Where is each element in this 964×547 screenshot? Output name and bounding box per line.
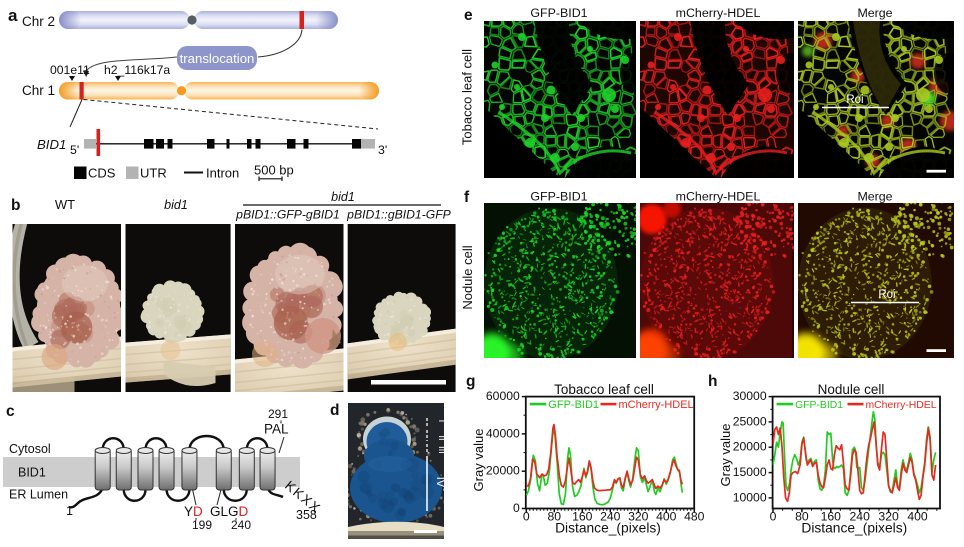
svg-text:UTR: UTR	[140, 166, 167, 181]
svg-text:25000: 25000	[733, 414, 767, 428]
svg-text:Cytosol: Cytosol	[9, 442, 51, 456]
svg-text:358: 358	[296, 508, 317, 522]
svg-text:GFP-BID1: GFP-BID1	[795, 400, 843, 411]
svg-text:20000: 20000	[486, 464, 520, 478]
svg-text:0: 0	[523, 510, 530, 524]
svg-text:d: d	[330, 402, 339, 419]
svg-text:GFP-BID1: GFP-BID1	[548, 399, 599, 411]
svg-text:Gray value: Gray value	[718, 424, 733, 487]
svg-text:mCherry-HDEL: mCherry-HDEL	[866, 400, 937, 411]
svg-text:mCherry-HDEL: mCherry-HDEL	[676, 6, 761, 20]
svg-text:10000: 10000	[733, 490, 767, 504]
svg-text:BID1: BID1	[18, 466, 46, 480]
svg-text:e: e	[464, 7, 473, 24]
svg-text:Tobacco leaf cell: Tobacco leaf cell	[554, 382, 654, 397]
svg-text:Distance_(pixels): Distance_(pixels)	[801, 521, 907, 536]
svg-text:Nodule cell: Nodule cell	[460, 245, 475, 309]
svg-text:480: 480	[684, 510, 705, 524]
svg-text:Distance_(pixels): Distance_(pixels)	[555, 521, 661, 536]
svg-text:mCherry-HDEL: mCherry-HDEL	[676, 190, 761, 204]
svg-text:Tobacco leaf cell: Tobacco leaf cell	[460, 49, 475, 145]
svg-text:GLGD: GLGD	[210, 504, 249, 519]
svg-text:g: g	[466, 373, 475, 390]
svg-text:400: 400	[656, 510, 677, 524]
svg-text:Chr 1: Chr 1	[22, 83, 55, 98]
svg-text:1: 1	[66, 504, 73, 518]
svg-text:Gray value: Gray value	[471, 429, 486, 492]
svg-text:291: 291	[268, 407, 288, 421]
svg-text:320: 320	[628, 510, 649, 524]
svg-text:240: 240	[231, 518, 251, 532]
svg-text:240: 240	[600, 510, 621, 524]
svg-text:0: 0	[513, 501, 520, 515]
svg-text:Nodule cell: Nodule cell	[818, 382, 885, 397]
svg-text:80: 80	[548, 510, 562, 524]
svg-text:bid1: bid1	[164, 198, 188, 212]
svg-text:Chr 2: Chr 2	[22, 14, 55, 29]
svg-text:translocation: translocation	[180, 51, 255, 66]
svg-text:320: 320	[878, 510, 899, 524]
svg-text:500 bp: 500 bp	[254, 163, 294, 178]
svg-text:80: 80	[795, 510, 809, 524]
svg-text:Merge: Merge	[857, 190, 892, 204]
svg-text:I: I	[436, 420, 447, 423]
svg-text:Roi: Roi	[846, 94, 863, 106]
svg-text:h2_116k17a: h2_116k17a	[104, 63, 170, 77]
svg-text:h: h	[708, 373, 717, 390]
svg-text:mCherry-HDEL: mCherry-HDEL	[619, 399, 694, 411]
svg-text:pBID1::gBID1-GFP: pBID1::gBID1-GFP	[346, 208, 452, 222]
svg-text:60000: 60000	[486, 389, 520, 403]
svg-text:Intron: Intron	[206, 166, 239, 181]
svg-text:BID1: BID1	[37, 137, 66, 152]
svg-text:240: 240	[850, 510, 871, 524]
svg-text:Roi: Roi	[878, 289, 895, 301]
svg-text:400: 400	[907, 510, 928, 524]
svg-text:c: c	[6, 403, 15, 420]
svg-text:f: f	[464, 189, 470, 206]
svg-text:PAL: PAL	[264, 422, 289, 437]
svg-text:3': 3'	[378, 143, 387, 157]
svg-text:30000: 30000	[733, 389, 767, 403]
svg-text:a: a	[8, 6, 18, 25]
svg-text:5': 5'	[70, 143, 79, 157]
svg-text:CDS: CDS	[88, 166, 116, 181]
svg-text:II: II	[436, 435, 447, 440]
svg-text:001e11: 001e11	[50, 63, 90, 77]
svg-text:160: 160	[572, 510, 593, 524]
svg-text:20000: 20000	[733, 440, 767, 454]
svg-text:199: 199	[192, 518, 212, 532]
svg-text:bid1: bid1	[331, 190, 355, 204]
svg-text:pBID1::GFP-gBID1: pBID1::GFP-gBID1	[235, 208, 340, 222]
svg-text:0: 0	[770, 510, 777, 524]
svg-text:Merge: Merge	[857, 6, 892, 20]
svg-text:YD: YD	[184, 504, 203, 519]
svg-text:15000: 15000	[733, 465, 767, 479]
svg-text:40000: 40000	[486, 426, 520, 440]
svg-text:ER Lumen: ER Lumen	[9, 488, 68, 502]
svg-text:III: III	[436, 446, 447, 454]
svg-text:b: b	[11, 197, 20, 214]
svg-text:IV: IV	[434, 477, 446, 488]
svg-text:GFP-BID1: GFP-BID1	[530, 190, 587, 204]
svg-text:160: 160	[821, 510, 842, 524]
svg-text:WT: WT	[55, 197, 75, 212]
svg-text:GFP-BID1: GFP-BID1	[530, 6, 587, 20]
